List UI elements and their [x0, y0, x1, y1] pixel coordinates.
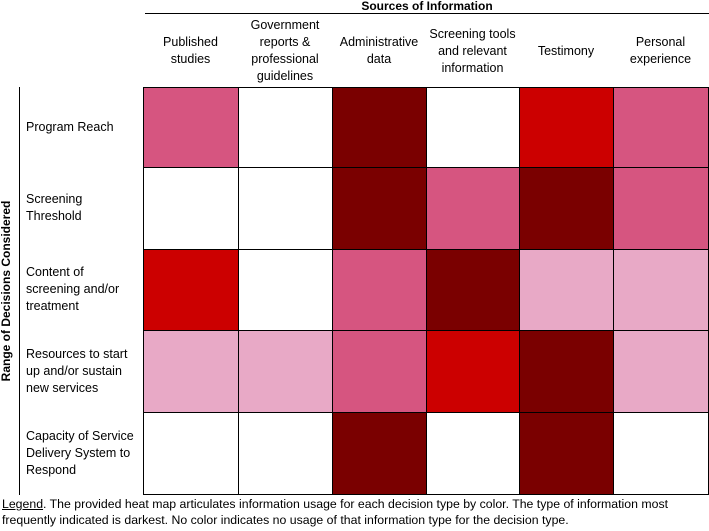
column-header: Government reports & professional guidel… — [250, 18, 320, 83]
heatmap-cell — [519, 249, 614, 331]
heatmap-cell — [426, 330, 520, 413]
heatmap-cell — [238, 330, 333, 413]
heatmap-cell — [519, 330, 614, 413]
column-header: Published studies — [163, 35, 218, 66]
row-label: Resources to start up and/or sustain new… — [26, 346, 128, 395]
heatmap-cell — [143, 249, 239, 331]
heatmap-cell — [143, 87, 239, 168]
heatmap-cell — [613, 249, 709, 331]
heatmap-cell — [238, 249, 333, 331]
heatmap-cell — [143, 330, 239, 413]
heatmap-cell — [613, 330, 709, 413]
heatmap-cell — [426, 87, 520, 168]
heatmap-cell — [519, 87, 614, 168]
column-header: Administrative data — [339, 35, 419, 66]
heatmap-cell — [332, 412, 427, 495]
legend-text: . The provided heat map articulates info… — [2, 497, 669, 527]
heatmap-cell — [426, 412, 520, 495]
chart-title: Sources of Information — [361, 0, 493, 13]
legend: Legend. The provided heat map articulate… — [2, 496, 707, 528]
heatmap-cell — [426, 249, 520, 331]
column-header: Testimony — [537, 43, 595, 58]
heatmap-cell — [332, 330, 427, 413]
heatmap-cell — [143, 412, 239, 495]
heatmap-cell — [332, 249, 427, 331]
heatmap-cell — [143, 167, 239, 250]
row-label: Screening Threshold — [26, 192, 83, 223]
heatmap-cell — [613, 87, 709, 168]
column-header: Personal experience — [629, 35, 692, 66]
legend-label: Legend — [2, 497, 44, 511]
heatmap-cell — [332, 167, 427, 250]
row-label: Capacity of Service Delivery System to R… — [26, 428, 134, 477]
column-header: Screening tools and relevant information — [429, 26, 516, 75]
row-label: Content of screening and/or treatment — [26, 265, 120, 313]
heatmap-cell — [238, 412, 333, 495]
heatmap-cell — [613, 167, 709, 250]
heatmap-cell — [238, 87, 333, 168]
heatmap-cell — [426, 167, 520, 250]
y-axis-title-text: Range of Decisions Considered — [0, 200, 13, 382]
heatmap-cell — [519, 412, 614, 495]
heatmap-cell — [613, 412, 709, 495]
heatmap-cell — [238, 167, 333, 250]
title-rule — [145, 13, 709, 14]
row-label: Program Reach — [26, 119, 114, 134]
side-rule — [19, 87, 20, 495]
heatmap-cell — [519, 167, 614, 250]
heatmap-cell — [332, 87, 427, 168]
